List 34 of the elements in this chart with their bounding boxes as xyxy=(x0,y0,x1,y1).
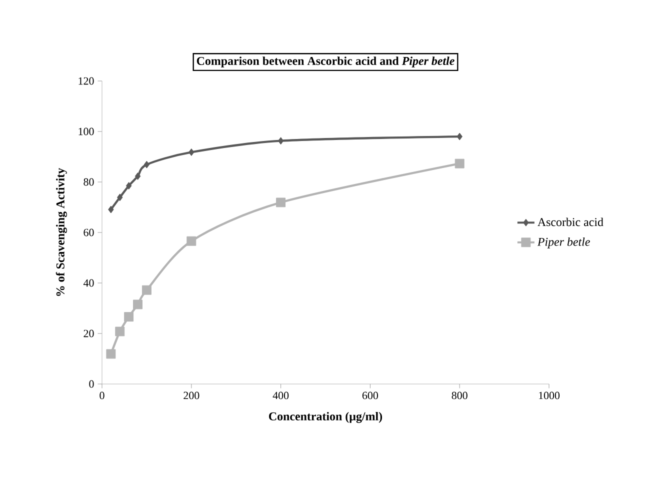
y-tick-label: 120 xyxy=(78,77,94,85)
x-axis-title: Concentration (µg/ml) xyxy=(269,412,382,423)
chart-title: Comparison between Ascorbic acid and Piper betle xyxy=(196,56,454,68)
point xyxy=(144,160,150,168)
point xyxy=(278,137,284,145)
point xyxy=(106,349,116,359)
x-tick-label: 0 xyxy=(100,392,104,400)
point xyxy=(133,300,142,310)
y-tick-label: 100 xyxy=(78,128,94,136)
x-tick-label: 1000 xyxy=(539,392,560,400)
point xyxy=(186,236,196,246)
legend-label: Ascorbic acid xyxy=(538,218,604,226)
point xyxy=(142,285,152,295)
x-tick-label: 800 xyxy=(452,392,468,400)
y-tick-label: 80 xyxy=(84,178,94,186)
point xyxy=(134,172,141,180)
y-tick-label: 0 xyxy=(89,380,94,388)
x-tick-label: 400 xyxy=(272,392,289,400)
x-tick-label: 600 xyxy=(362,392,378,400)
point xyxy=(276,198,286,208)
point xyxy=(126,182,132,190)
point xyxy=(454,158,464,168)
point xyxy=(115,326,125,336)
point xyxy=(456,132,462,140)
legend-label: Piper betle xyxy=(537,237,590,248)
point xyxy=(108,206,114,214)
y-tick-label: 20 xyxy=(84,330,94,338)
y-tick-label: 40 xyxy=(83,279,94,287)
point xyxy=(188,148,194,156)
y-axis-title: % of Scavenging Activity xyxy=(56,168,67,296)
x-tick-label: 200 xyxy=(184,392,200,400)
point xyxy=(124,312,134,322)
point xyxy=(117,194,123,202)
y-tick-label: 60 xyxy=(84,228,94,236)
